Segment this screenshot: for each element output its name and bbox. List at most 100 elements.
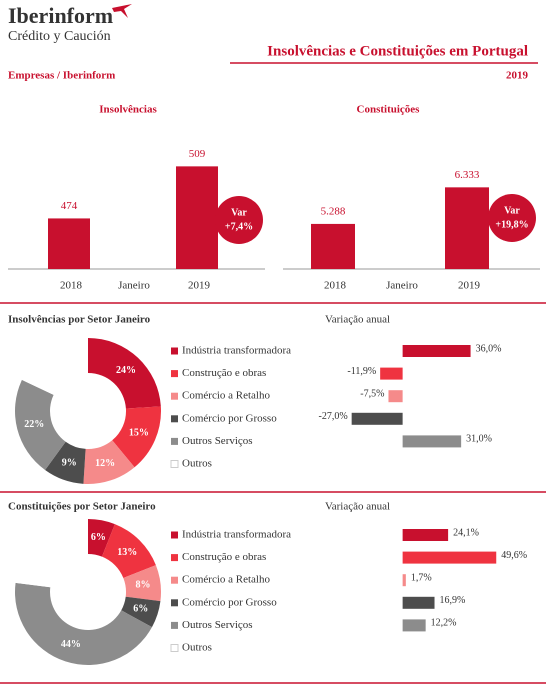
legend-label: Indústria transformadora (182, 529, 291, 541)
legend-swatch (171, 576, 178, 584)
bar (402, 345, 471, 357)
chart-title: Insolvências (99, 104, 157, 116)
donut-slice (112, 406, 161, 468)
source: Empresas / Iberinform (8, 70, 115, 82)
change-value: +7,4% (225, 221, 253, 232)
slice-label: 24% (116, 365, 136, 376)
donut-slice (45, 441, 86, 484)
value-label: -7,5% (360, 388, 384, 399)
page-title: Insolvências e Constituições em Portugal (267, 43, 528, 59)
donut-slice (15, 519, 89, 588)
bar (380, 367, 403, 380)
legend-swatch (171, 554, 178, 562)
slice-label: 9% (62, 458, 77, 469)
donut-slice (14, 582, 152, 666)
legend-label: Construção e obras (182, 551, 266, 563)
legend-swatch (171, 370, 178, 378)
legend-swatch (171, 347, 178, 355)
slice-label: 12% (95, 458, 115, 469)
bar (402, 619, 426, 632)
legend-swatch (170, 460, 179, 468)
change-badge (215, 196, 263, 244)
slice-label: 6% (91, 532, 106, 543)
donut-slice (123, 565, 161, 602)
donut-slice (88, 338, 161, 409)
value-label: 509 (189, 148, 206, 160)
legend-swatch (171, 437, 178, 445)
change-label: Var (231, 207, 247, 218)
value-label: -27,0% (318, 411, 347, 422)
value-label: 16,9% (440, 595, 466, 606)
chart-title: Insolvências por Setor Janeiro (8, 314, 151, 326)
legend-label: Indústria transformadora (182, 345, 291, 357)
x-tick-label: 2019 (188, 280, 211, 292)
slice-label: 15% (129, 427, 149, 438)
bar (445, 187, 489, 269)
value-label: 474 (61, 200, 78, 212)
chart-title: Constituições por Setor Janeiro (8, 501, 156, 513)
donut-slice (121, 596, 161, 628)
chart-title: Variação anual (325, 314, 390, 326)
x-tick-label: 2019 (458, 280, 481, 292)
brand: Iberinform (8, 3, 113, 28)
x-tick-label: 2018 (324, 280, 347, 292)
legend-label: Outros (182, 458, 212, 470)
value-label: 31,0% (466, 434, 492, 445)
slice-label: 13% (117, 547, 137, 558)
slice-label: 8% (136, 579, 151, 590)
chart-title: Variação anual (325, 501, 390, 513)
legend-label: Comércio por Grosso (182, 596, 277, 608)
legend-label: Construção e obras (182, 367, 266, 379)
value-label: 36,0% (476, 343, 502, 354)
legend-label: Outros Serviços (182, 435, 253, 447)
x-label: Janeiro (386, 280, 418, 292)
value-label: 1,7% (411, 572, 432, 583)
legend-swatch (171, 531, 178, 539)
brand-logo (112, 4, 132, 18)
bar (402, 574, 406, 587)
change-value: +19,8% (495, 219, 528, 230)
legend-label: Comércio a Retalho (182, 390, 270, 402)
bar (402, 596, 435, 609)
bar (351, 412, 403, 425)
slice-label: 44% (61, 639, 81, 650)
value-label: 6.333 (455, 169, 480, 181)
legend-label: Comércio a Retalho (182, 574, 270, 586)
value-label: 24,1% (453, 527, 479, 538)
donut-slice (88, 519, 115, 557)
legend-swatch (171, 415, 178, 423)
legend-swatch (170, 644, 179, 652)
donut-slice (21, 338, 89, 395)
slice-label: 22% (24, 419, 44, 430)
value-label: 12,2% (431, 618, 457, 629)
x-label: Janeiro (118, 280, 150, 292)
donut-slice (15, 379, 66, 471)
bar (402, 529, 449, 541)
bar (388, 390, 403, 403)
legend-label: Outros Serviços (182, 619, 253, 631)
change-label: Var (504, 205, 520, 216)
legend-swatch (171, 621, 178, 629)
tagline: Crédito y Caución (8, 29, 111, 44)
donut-slice (83, 440, 135, 484)
legend-label: Comércio por Grosso (182, 412, 277, 424)
value-label: 5.288 (321, 205, 346, 217)
value-label: 49,6% (501, 550, 527, 561)
x-tick-label: 2018 (60, 280, 83, 292)
legend-swatch (171, 599, 178, 607)
bar (48, 218, 90, 269)
chart-title: Constituições (357, 104, 421, 116)
slice-label: 6% (133, 603, 148, 614)
bar (402, 551, 497, 564)
legend-label: Outros (182, 642, 212, 654)
bar (402, 435, 462, 448)
legend-swatch (171, 392, 178, 400)
change-badge (488, 194, 536, 242)
bar (311, 223, 355, 269)
donut-slice (101, 524, 156, 579)
bar (176, 166, 218, 269)
value-label: -11,9% (347, 366, 376, 377)
year: 2019 (506, 70, 529, 82)
